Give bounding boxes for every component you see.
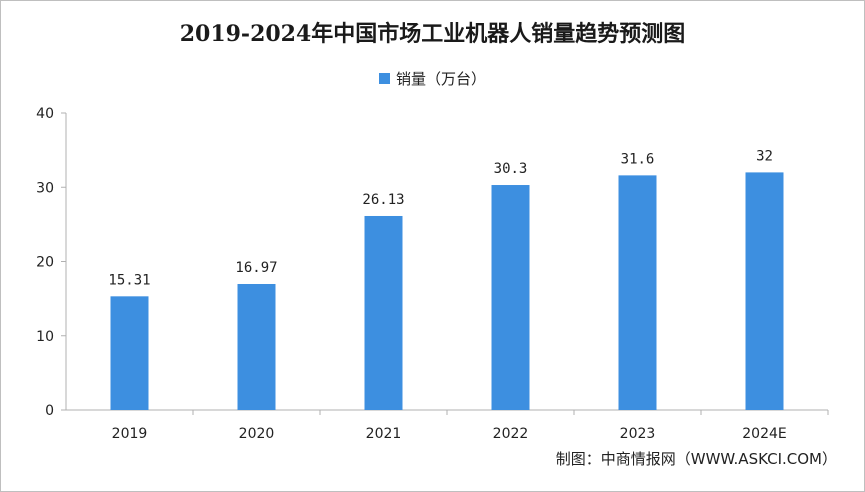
bar <box>745 172 784 410</box>
data-label: 16.97 <box>235 260 277 276</box>
x-tick-label: 2022 <box>493 426 529 442</box>
bar <box>491 185 530 410</box>
y-tick-label: 10 <box>36 329 54 345</box>
x-tick-label: 2020 <box>239 426 275 442</box>
bar <box>618 175 657 410</box>
x-tick-label: 2023 <box>620 426 656 442</box>
y-tick-label: 20 <box>36 255 54 271</box>
bar <box>364 215 403 410</box>
legend-swatch <box>378 73 390 84</box>
x-tick-label: 2021 <box>366 426 402 442</box>
bars <box>110 172 784 410</box>
data-label: 32 <box>756 148 773 164</box>
bar <box>110 296 149 410</box>
data-label: 30.3 <box>494 161 528 177</box>
data-label: 31.6 <box>621 151 655 167</box>
x-tick-label: 2019 <box>112 426 148 442</box>
y-tick-label: 30 <box>36 180 54 196</box>
legend: 销量（万台） <box>0 68 865 89</box>
data-label: 15.31 <box>108 272 150 288</box>
axes: 0 10 20 30 40 2019 2020 2021 2022 2023 2024E <box>36 106 829 442</box>
data-labels: 15.31 16.97 26.13 30.3 31.6 32 <box>108 148 773 288</box>
chart-title: 2019-2024年中国市场工业机器人销量趋势预测图 <box>179 21 686 47</box>
legend-label: 销量（万台） <box>395 70 486 88</box>
source-note: 制图：中商情报网（WWW.ASKCI.COM） <box>555 450 837 468</box>
y-tick-label: 0 <box>45 403 54 419</box>
data-label: 26.13 <box>362 192 404 208</box>
y-tick-label: 40 <box>36 106 54 122</box>
bar <box>237 283 276 410</box>
x-tick-label: 2024E <box>742 426 786 442</box>
